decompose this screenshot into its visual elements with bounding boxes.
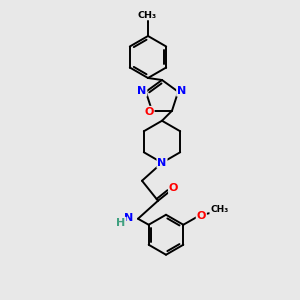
Text: N: N: [124, 213, 134, 223]
Text: N: N: [158, 158, 166, 168]
Text: CH₃: CH₃: [137, 11, 157, 20]
Text: H: H: [116, 218, 126, 228]
Text: O: O: [169, 183, 178, 193]
Text: O: O: [196, 211, 206, 221]
Text: O: O: [144, 107, 154, 117]
Text: N: N: [137, 86, 146, 96]
Text: CH₃: CH₃: [210, 205, 228, 214]
Text: N: N: [177, 86, 186, 96]
